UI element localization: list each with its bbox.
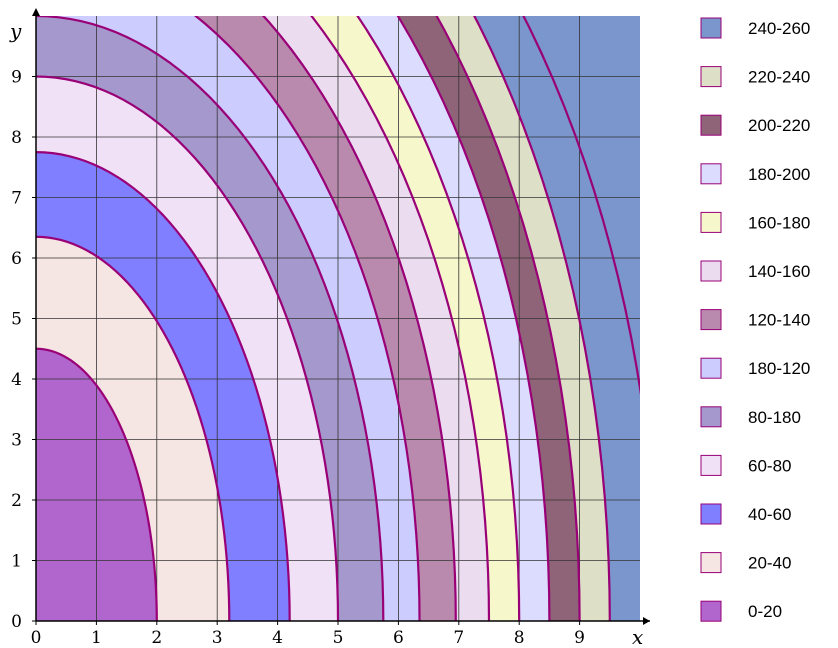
legend-label-80-180: 80-180 — [748, 408, 801, 427]
contour-lines — [36, 16, 640, 621]
tick-labels: 0 1 2 3 4 5 6 7 8 9 0 1 2 3 4 5 6 7 8 9 — [11, 68, 585, 648]
x-tick-label-8: 8 — [514, 628, 525, 648]
legend-label-0-20: 0-20 — [748, 602, 782, 621]
x-tick-label-1: 1 — [91, 628, 102, 648]
legend-label-180-200: 180-200 — [748, 165, 810, 184]
x-tick-label-2: 2 — [151, 628, 162, 648]
legend-swatch-60-80 — [700, 454, 722, 476]
legend-label-120-140: 120-140 — [748, 311, 810, 330]
grid-lines — [36, 16, 640, 621]
axes — [32, 8, 650, 625]
legend-swatch-180-200 — [700, 163, 722, 185]
legend-label-180-120: 180-120 — [748, 359, 810, 378]
contour-line-20 — [36, 347, 158, 621]
contour-line-60 — [36, 151, 291, 621]
contour-line-140 — [261, 16, 457, 621]
legend-label-60-80: 60-80 — [748, 456, 791, 475]
x-tick-label-5: 5 — [333, 628, 344, 648]
legend-swatch-140-160 — [700, 260, 722, 282]
contour-line-160 — [310, 16, 491, 621]
legend-swatch-240-260 — [700, 17, 722, 39]
x-tick-label-7: 7 — [453, 628, 464, 648]
legend-label-140-160: 140-160 — [748, 262, 810, 281]
legend-swatch-0-20 — [700, 600, 722, 622]
contour-line-120 — [193, 16, 421, 621]
y-axis-arrow — [32, 8, 40, 16]
x-tick-label-9: 9 — [574, 628, 585, 648]
x-axis-arrow — [643, 617, 650, 625]
legend-swatch-160-180 — [700, 211, 722, 233]
y-tick-label-4: 4 — [11, 370, 22, 390]
y-axis-label: y — [9, 19, 22, 43]
legend-swatch-80-180 — [700, 406, 722, 428]
legend-label-160-180: 160-180 — [748, 213, 810, 232]
legend-swatch-180-120 — [700, 357, 722, 379]
contour-line-180 — [356, 16, 521, 621]
y-tick-label-1: 1 — [11, 552, 22, 572]
contour-line-240 — [473, 16, 611, 621]
x-tick-label-6: 6 — [393, 628, 404, 648]
contour-line-80 — [36, 75, 340, 621]
x-tick-label-0: 0 — [31, 628, 42, 648]
contour-bands — [36, 16, 640, 621]
legend-label-220-240: 220-240 — [748, 68, 810, 87]
y-tick-label-0: 0 — [11, 612, 22, 632]
legend: 240-260 220-240 200-220 180-200 160-180 140-1… — [700, 17, 810, 622]
legend-swatch-120-140 — [700, 309, 722, 331]
legend-swatch-20-40 — [700, 552, 722, 574]
y-tick-label-9: 9 — [11, 68, 22, 88]
x-axis-label: x — [632, 625, 643, 648]
y-tick-label-6: 6 — [11, 249, 22, 269]
legend-label-240-260: 240-260 — [748, 19, 810, 38]
y-tick-label-3: 3 — [11, 431, 22, 451]
y-tick-label-2: 2 — [11, 491, 22, 511]
x-tick-label-3: 3 — [212, 628, 223, 648]
y-tick-label-8: 8 — [11, 128, 22, 148]
contour-line-40 — [36, 235, 231, 621]
legend-label-40-60: 40-60 — [748, 505, 791, 524]
contour-line-220 — [435, 16, 581, 621]
legend-label-20-40: 20-40 — [748, 554, 791, 573]
legend-swatch-200-220 — [700, 114, 722, 136]
y-tick-label-5: 5 — [11, 310, 22, 330]
contour-line-260 — [522, 16, 640, 396]
y-tick-label-7: 7 — [11, 189, 22, 209]
contour-line-100 — [36, 16, 385, 621]
contour-line-200 — [396, 16, 551, 621]
x-tick-label-4: 4 — [272, 628, 283, 648]
legend-label-200-220: 200-220 — [748, 116, 810, 135]
legend-swatch-220-240 — [700, 66, 722, 88]
legend-swatch-40-60 — [700, 503, 722, 525]
